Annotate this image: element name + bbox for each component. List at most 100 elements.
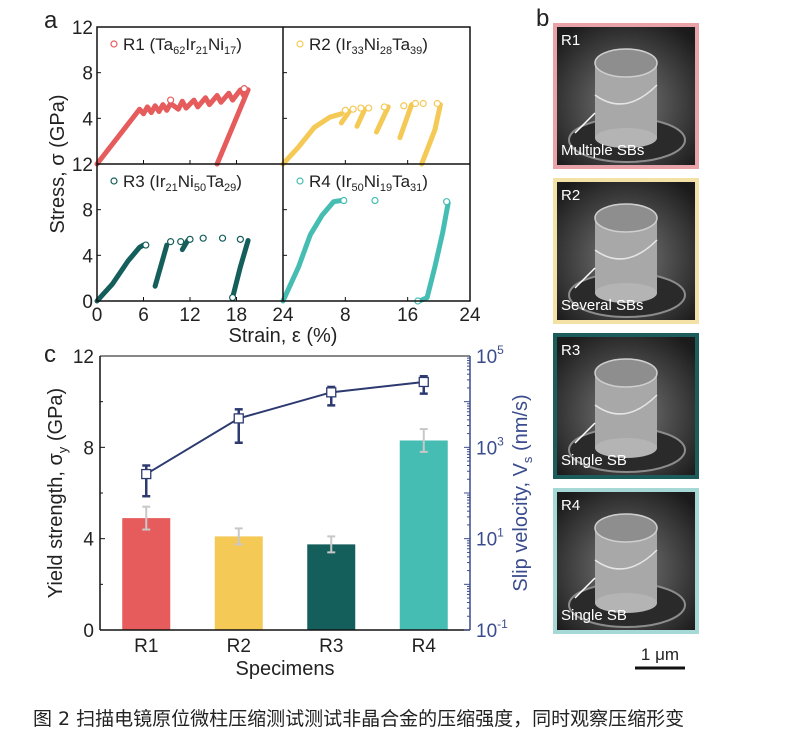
shear-band — [594, 239, 658, 260]
y-tick-label: 0 — [82, 292, 93, 313]
sem-annotation: Single SB — [561, 452, 627, 469]
data-marker-R2 — [400, 102, 408, 110]
x-axis-title: Specimens — [236, 658, 335, 680]
sem-sample-label: R4 — [561, 497, 580, 514]
arrow-icon — [574, 267, 596, 289]
x-tick-label: R2 — [227, 636, 251, 657]
shear-band — [594, 549, 658, 570]
y-tick-label: 4 — [82, 246, 93, 267]
y-tick-label: 4 — [82, 109, 93, 130]
panel-label-b: b — [536, 5, 549, 32]
shear-band — [594, 84, 658, 105]
legend-marker-R4 — [296, 177, 304, 185]
curve-R2 — [374, 104, 391, 135]
panel-label-a: a — [44, 7, 58, 34]
bar-R1 — [122, 518, 171, 630]
sem-image-R4: R4 Single SB — [553, 488, 699, 634]
legend-label-R1: R1 (Ta62​Ir21​Ni17​) — [123, 35, 242, 57]
stress-strain-chart: R1 (Ta62​Ir21​Ni17​) R2 (Ir33​Ni28​Ta39​)… — [47, 18, 481, 347]
sem-sample-label: R2 — [561, 187, 580, 204]
x-tick-label: R4 — [412, 636, 437, 657]
x-tick-label: 8 — [340, 305, 351, 326]
data-marker-R2 — [341, 106, 349, 114]
sem-annotation: Several SBs — [561, 297, 644, 314]
data-marker-R2 — [349, 105, 357, 113]
sem-image-R2: R2 Several SBs — [553, 178, 699, 324]
velocity-marker-R3 — [326, 387, 337, 398]
curve-R3 — [94, 242, 146, 304]
y2-axis-title: Slip velocity, Vs (nm/s) — [510, 394, 535, 591]
sem-image-R3: R3 Single SB — [553, 333, 699, 479]
data-marker-R3 — [177, 238, 185, 246]
y2-tick-label: 105 — [476, 343, 504, 368]
data-marker-R4 — [340, 196, 348, 205]
data-marker-R4 — [371, 196, 379, 205]
velocity-marker-R2 — [233, 413, 244, 424]
y-axis-title: Stress, σ (GPa) — [47, 94, 69, 233]
slip-velocity-line — [145, 380, 424, 475]
y-tick-label: 12 — [72, 155, 93, 176]
y2-tick-label: 101 — [476, 526, 504, 551]
pillar-top — [594, 513, 658, 543]
curve-R3 — [230, 238, 251, 301]
data-marker-R3 — [167, 238, 175, 246]
x-tick-label: 12 — [179, 305, 200, 326]
y-tick-label: 0 — [83, 621, 94, 642]
bar-R3 — [307, 544, 356, 630]
figure-caption: 图 2 扫描电镜原位微柱压缩测试测试非晶合金的压缩强度，同时观察压缩形变 — [33, 708, 685, 730]
sem-sample-label: R3 — [561, 342, 580, 359]
y2-tick-label: 10-1 — [476, 617, 508, 642]
y2-tick-label: 103 — [476, 434, 504, 459]
x-tick-label: 16 — [397, 305, 418, 326]
x-tick-label: R1 — [134, 636, 158, 657]
data-marker-R3 — [236, 235, 244, 243]
legend-marker-R2 — [296, 40, 304, 48]
scale-bar-label: 1 μm — [641, 645, 679, 664]
pillar-bottom — [595, 128, 657, 148]
sem-annotation: Single SB — [561, 607, 627, 624]
panel-label-c: c — [44, 341, 56, 368]
data-marker-R4 — [443, 198, 451, 206]
curve-R4 — [416, 200, 451, 304]
x-tick-label: 24 — [272, 305, 294, 326]
curve-R2 — [354, 106, 368, 129]
y-tick-label: 8 — [82, 201, 93, 222]
data-marker-R3 — [199, 234, 207, 242]
data-marker-R3 — [186, 235, 194, 243]
data-marker-R2 — [357, 104, 365, 112]
legend-marker-R3 — [110, 177, 118, 185]
curve-R2 — [419, 102, 443, 167]
bar-R2 — [214, 536, 263, 630]
velocity-marker-R4 — [418, 376, 429, 388]
legend-label-R2: R2 (Ir33​Ni28​Ta39​) — [309, 35, 428, 57]
y-axis-title: Yield strength, σy (GPa) — [45, 388, 70, 598]
x-axis-title: Strain, ε (%) — [229, 325, 338, 347]
pillar-bottom — [595, 283, 657, 303]
x-tick-label: 6 — [138, 305, 149, 326]
pillar-bottom — [595, 438, 657, 458]
curve-R1 — [94, 87, 251, 167]
arrow-icon — [574, 112, 596, 134]
y-tick-label: 12 — [72, 18, 93, 39]
curve-R4 — [280, 198, 344, 304]
curve-R2 — [338, 109, 352, 126]
legend-label-R3: R3 (Ir21​Ni50​Ta29​) — [123, 172, 242, 194]
x-tick-label: 18 — [226, 305, 247, 326]
x-tick-label: 0 — [92, 305, 103, 326]
data-marker-R2 — [411, 99, 420, 108]
pillar-bottom — [595, 593, 657, 613]
bar-R4 — [399, 440, 448, 630]
data-marker-R1 — [240, 85, 248, 93]
curve-R2 — [280, 111, 344, 167]
data-marker-R1 — [167, 96, 175, 104]
y-tick-label: 4 — [83, 530, 94, 551]
y-tick-label: 8 — [82, 64, 93, 85]
pillar-top — [594, 358, 658, 388]
curve-R2 — [397, 102, 415, 141]
pillar-top — [594, 203, 658, 233]
yield-strength-chart: R1 R2 R3 R4 0 4 8 12 10-1 101 103 105 Specimens Yield… — [45, 343, 535, 680]
arrow-icon — [574, 422, 596, 444]
sem-image-R1: R1 Multiple SBs — [553, 23, 699, 169]
